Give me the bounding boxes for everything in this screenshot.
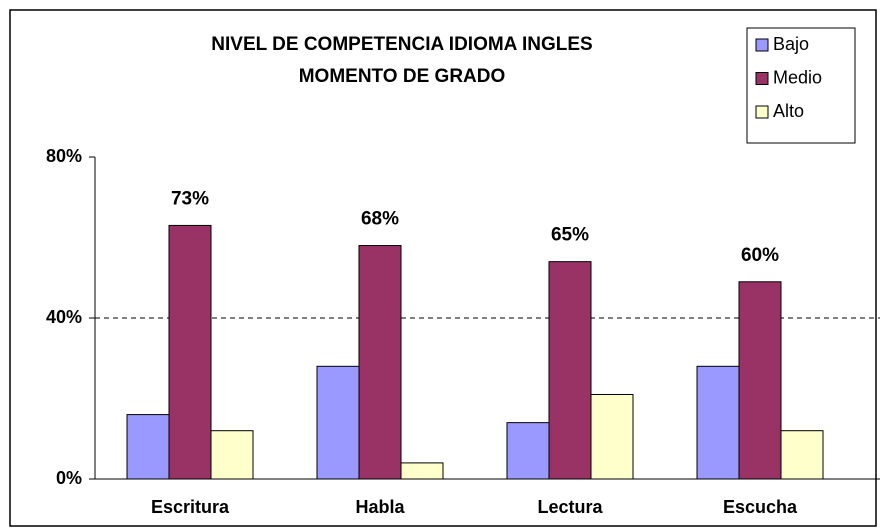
annotation: 73% [171,188,209,209]
bar [400,462,444,480]
y-tick-label: 80% [46,146,82,166]
bar [738,281,782,480]
y-tick-label: 40% [46,307,82,327]
legend-label: Alto [773,101,804,121]
bar [780,430,824,480]
annotation: 68% [361,209,399,230]
bar [210,430,254,480]
x-tick-label: Habla [355,497,405,517]
x-tick-label: Lectura [537,497,603,517]
x-tick-label: Escritura [151,497,230,517]
legend-label: Medio [773,67,822,87]
bar [506,422,550,480]
bar [548,261,592,480]
chart-title: MOMENTO DE GRADO [299,66,506,87]
annotation: 60% [741,245,779,266]
bar [696,365,740,480]
bar [168,224,212,480]
bar [316,365,360,480]
bar [358,245,402,480]
y-tick-label: 0% [56,468,82,488]
bar [126,414,170,480]
legend-swatch [755,105,769,119]
legend-label: Bajo [773,34,809,54]
annotation: 65% [551,225,589,246]
bar [590,393,634,480]
legend-swatch [755,38,769,52]
legend-swatch [755,72,769,85]
chart-title: NIVEL DE COMPETENCIA IDIOMA INGLES [211,34,592,55]
x-tick-label: Escucha [723,497,798,517]
